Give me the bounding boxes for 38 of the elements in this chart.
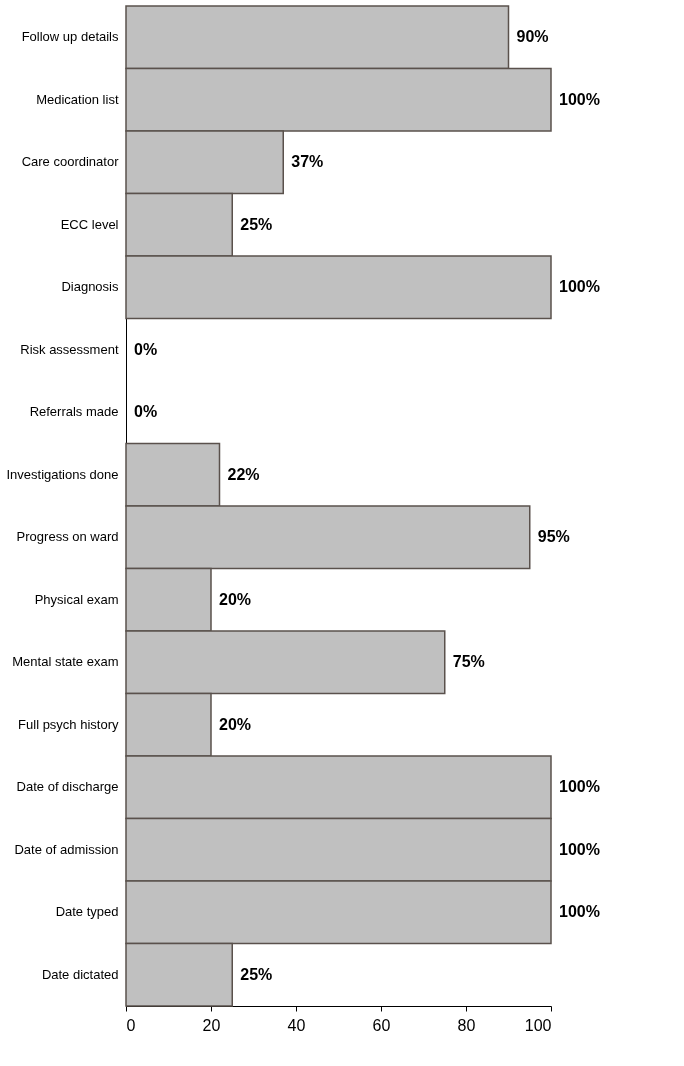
x-tick-label: 20 [202, 1016, 221, 1034]
data-label: 100% [559, 278, 600, 296]
y-tick-label: Investigations done [6, 466, 119, 482]
y-tick-label: Date of discharge [16, 779, 119, 795]
y-tick-label: Referrals made [29, 404, 119, 420]
y-tick-label: Diagnosis [61, 279, 119, 295]
x-tick-label: 100 [524, 1016, 552, 1034]
data-label: 25% [240, 965, 273, 983]
y-tick-label: Physical exam [34, 591, 119, 607]
data-label: 25% [240, 215, 273, 233]
x-tick-label: 40 [287, 1016, 306, 1034]
data-label: 0% [134, 340, 158, 358]
y-tick-label: Full psych history [18, 716, 119, 732]
data-label: 100% [559, 778, 600, 796]
data-label: 37% [291, 153, 324, 171]
y-tick-label: Mental state exam [12, 654, 119, 670]
y-tick-label: Date dictated [41, 966, 119, 982]
data-label: 20% [219, 590, 252, 608]
data-label: 100% [559, 903, 600, 921]
data-label: 100% [559, 90, 600, 108]
data-label: 75% [452, 653, 485, 671]
y-tick-label: Progress on ward [16, 529, 119, 545]
data-label: 100% [559, 840, 600, 858]
y-tick-label: Risk assessment [20, 341, 119, 357]
data-label: 20% [219, 715, 252, 733]
x-tick-label: 80 [457, 1016, 476, 1034]
y-tick-label: ECC level [60, 216, 119, 232]
x-tick-label: 60 [372, 1016, 391, 1034]
y-tick-label: Follow up details [21, 29, 119, 45]
data-label: 95% [537, 528, 570, 546]
data-label: 90% [516, 28, 549, 46]
data-label: 0% [134, 403, 158, 421]
y-tick-label: Medication list [36, 91, 119, 107]
data-label: 22% [227, 465, 260, 483]
x-tick-label: 0 [126, 1016, 136, 1034]
y-tick-label: Date typed [55, 904, 119, 920]
y-tick-label: Care coordinator [21, 154, 120, 170]
y-tick-label: Date of admission [14, 841, 119, 857]
